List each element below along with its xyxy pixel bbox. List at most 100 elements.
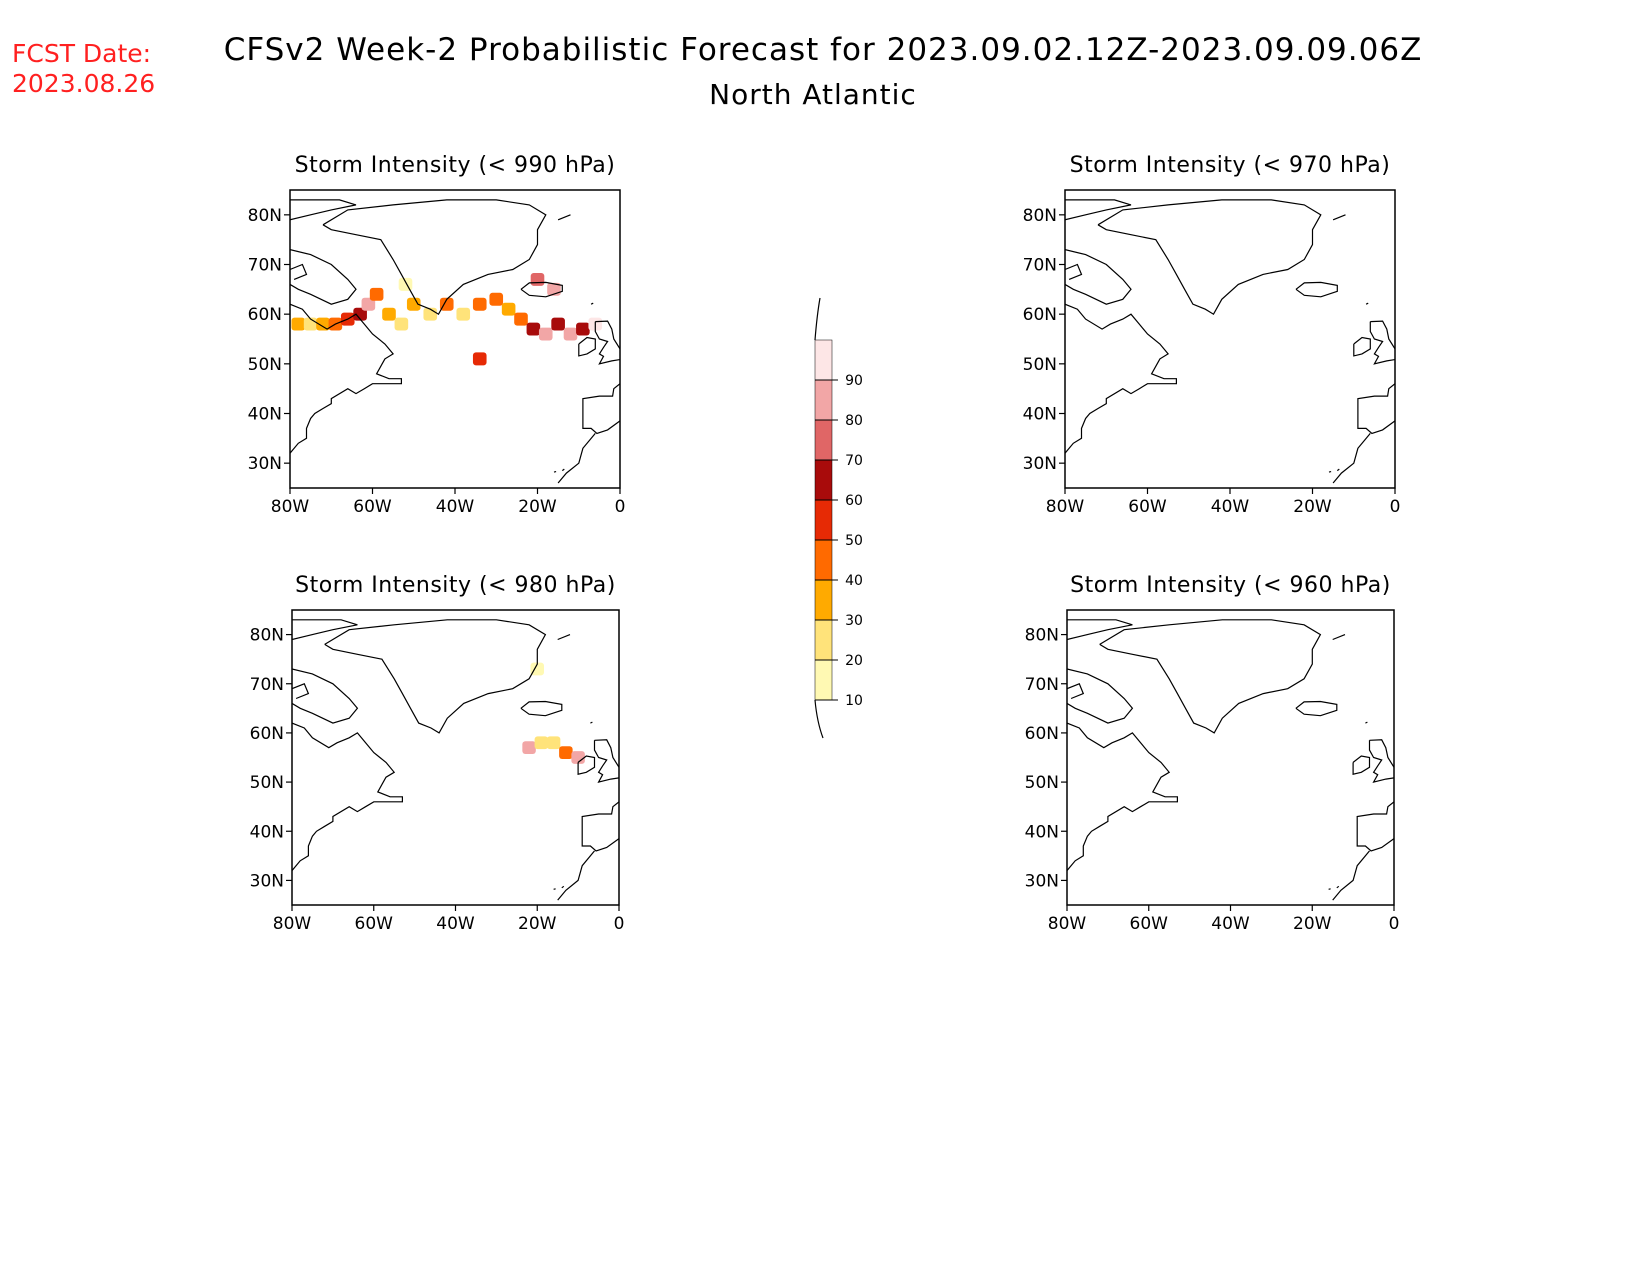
coastline — [1097, 199, 1322, 316]
probability-cell — [501, 302, 516, 316]
probability-cell — [534, 736, 549, 750]
coastline — [557, 433, 596, 484]
lat-label: 70N — [250, 675, 284, 695]
coastline — [593, 739, 619, 784]
coastline — [590, 721, 593, 724]
lat-label: 50N — [1023, 355, 1057, 375]
lat-label: 70N — [1025, 675, 1059, 695]
coastline — [1099, 619, 1322, 734]
panel-frame — [1066, 609, 1395, 906]
colorbar: 10 20 30 40 50 60 70 80 90 — [814, 297, 863, 739]
coastline — [578, 336, 596, 357]
probability-cell — [530, 272, 545, 286]
coastline — [292, 683, 310, 700]
probability-cell — [563, 327, 578, 341]
coastline — [1357, 383, 1395, 435]
probability-cell — [439, 297, 454, 311]
coastline — [581, 801, 619, 852]
lon-label: 60W — [355, 914, 394, 934]
lon-label: 0 — [614, 914, 625, 934]
coastline — [1065, 249, 1132, 305]
probability-cell — [546, 736, 561, 750]
lon-label: 20W — [518, 914, 557, 934]
lon-label: 40W — [436, 497, 475, 517]
colorbar-label: 90 — [845, 373, 863, 389]
coastline — [290, 249, 357, 305]
lat-label: 60N — [250, 724, 284, 744]
coastline — [553, 471, 557, 473]
colorbar-bottom-arrow — [814, 699, 824, 739]
colorbar-segment — [815, 660, 832, 700]
figure-subtitle: North Atlantic — [709, 78, 917, 111]
panel-title: Storm Intensity (< 990 hPa) — [295, 153, 616, 178]
lat-label: 40N — [1023, 405, 1057, 425]
coastline — [1336, 468, 1340, 472]
coastline — [1332, 433, 1371, 484]
coastline — [1332, 634, 1346, 641]
coastline — [290, 199, 357, 221]
probability-cell — [406, 297, 421, 311]
colorbar-label: 80 — [845, 413, 863, 429]
colorbar-label: 40 — [845, 573, 863, 589]
probability-cell — [538, 327, 553, 341]
lat-label: 30N — [248, 454, 282, 474]
coastline — [577, 755, 596, 775]
coastline — [520, 281, 563, 298]
coastline — [557, 850, 595, 901]
probability-cell — [522, 741, 536, 755]
colorbar-segment — [815, 420, 832, 460]
lon-label: 0 — [615, 497, 626, 517]
colorbar-frame — [814, 339, 833, 701]
lat-label: 80N — [1025, 626, 1059, 646]
coastline — [1067, 619, 1133, 641]
lat-label: 60N — [1023, 305, 1057, 325]
probability-cell — [394, 317, 409, 331]
coastline — [553, 888, 556, 890]
coastline — [292, 619, 358, 641]
lat-label: 40N — [248, 405, 282, 425]
lat-label: 50N — [1025, 773, 1059, 793]
coastline — [292, 668, 359, 724]
lat-label: 70N — [248, 256, 282, 276]
map-area — [292, 619, 619, 901]
lon-label: 80W — [1048, 914, 1087, 934]
coastline — [582, 383, 620, 435]
lat-label: 60N — [1025, 724, 1059, 744]
coastline — [290, 303, 402, 455]
lon-label: 40W — [1211, 914, 1250, 934]
probability-cell — [576, 322, 590, 336]
probability-cell — [530, 662, 544, 676]
map-panel-p980: Storm Intensity (< 980 hPa) 80N 70N 60N 50N 4… — [250, 573, 625, 934]
coastline — [1353, 336, 1371, 357]
fcst-date-value: 2023.08.26 — [12, 69, 155, 98]
coastline — [1295, 281, 1338, 298]
lon-label: 40W — [436, 914, 475, 934]
coastline — [557, 214, 571, 221]
probability-cell — [456, 307, 471, 321]
coastline — [561, 885, 565, 889]
panel-title: Storm Intensity (< 980 hPa) — [295, 573, 616, 598]
map-panel-p990: Storm Intensity (< 990 hPa) 80N 70N 60N 50N 4… — [248, 153, 626, 517]
coastline — [1352, 755, 1371, 775]
probability-cell — [382, 307, 396, 321]
coastline — [520, 700, 563, 717]
map-area — [1067, 619, 1394, 901]
figure-title: CFSv2 Week-2 Probabilistic Forecast for … — [224, 32, 1423, 68]
lat-label: 30N — [1023, 454, 1057, 474]
lon-label: 80W — [271, 497, 310, 517]
lon-label: 80W — [273, 914, 312, 934]
lat-label: 40N — [250, 822, 284, 842]
coastline — [1365, 721, 1368, 724]
map-area — [290, 199, 620, 484]
panel-title: Storm Intensity (< 970 hPa) — [1070, 153, 1391, 178]
colorbar-label: 10 — [845, 693, 863, 709]
coastline — [1332, 214, 1346, 221]
probability-cell — [489, 292, 504, 306]
coastline — [1356, 801, 1394, 852]
coastline — [1336, 885, 1340, 889]
coastline — [1365, 302, 1369, 305]
lat-label: 50N — [248, 355, 282, 375]
lon-label: 20W — [1293, 497, 1332, 517]
lat-label: 50N — [250, 773, 284, 793]
